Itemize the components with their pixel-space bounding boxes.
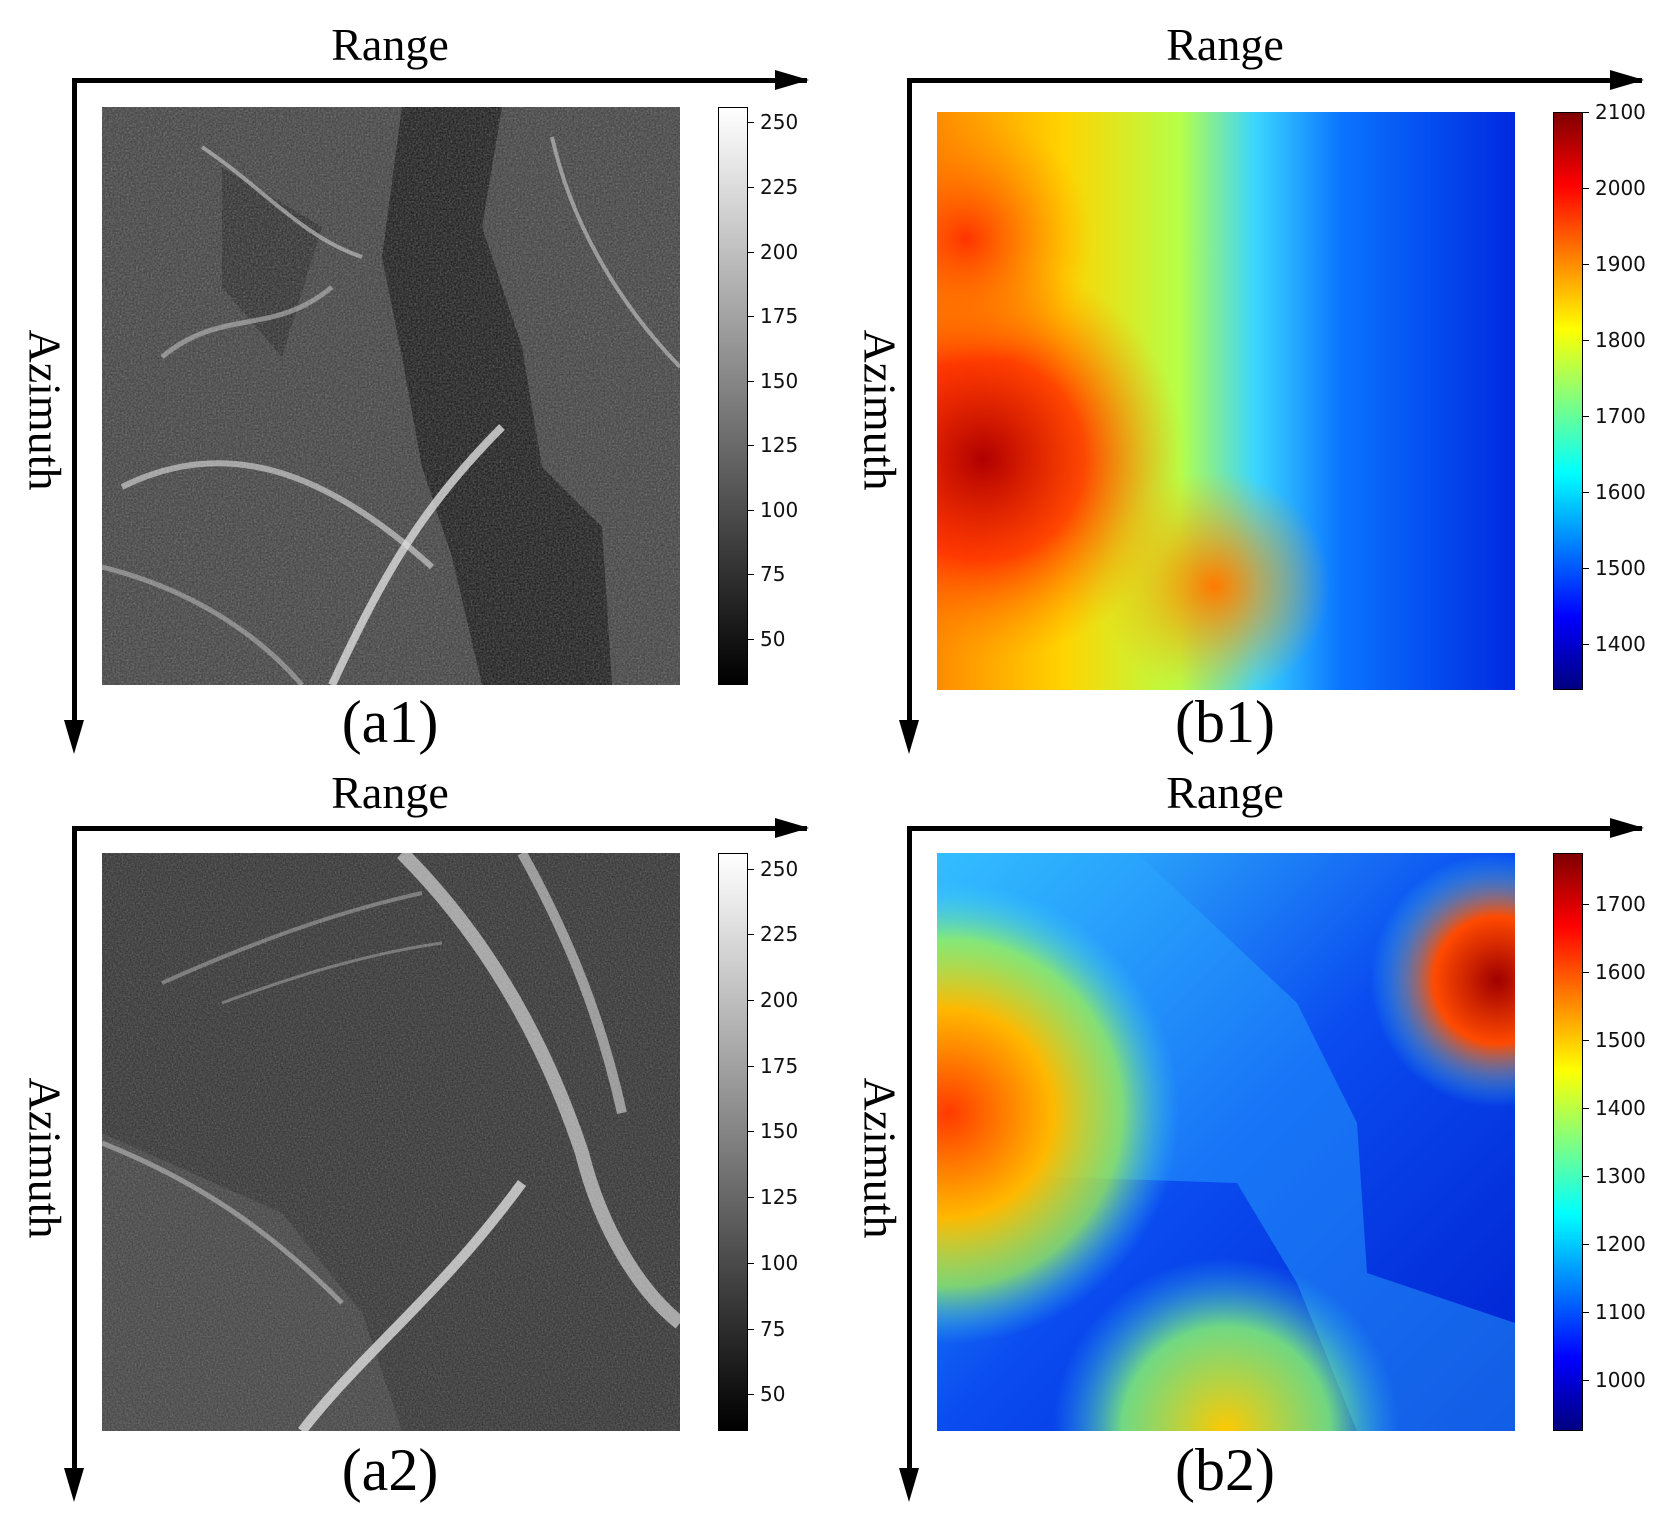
colorbar-tick-label: 1500 (1595, 1028, 1646, 1052)
colorbar-tick-label: 150 (760, 368, 799, 393)
colorbar-tick-label: 1700 (1595, 404, 1646, 429)
colorbar-tick-label: 1800 (1595, 328, 1646, 353)
range-arrow-icon (775, 818, 809, 838)
colorbar-a1 (718, 107, 748, 685)
colorbar-tick-label: 100 (760, 1250, 799, 1275)
colorbar-tick-label: 1000 (1595, 1368, 1646, 1392)
colorbar-tick-label: 175 (760, 304, 799, 328)
range-arrow-icon (1610, 70, 1644, 90)
colorbar-tick-label: 200 (760, 988, 799, 1013)
azimuth-arrow-icon (64, 720, 84, 754)
azimuth-axis-line (907, 78, 912, 728)
azimuth-axis-label: Azimuth (19, 329, 71, 491)
colorbar-tick-label: 1700 (1595, 892, 1646, 916)
sar-image-a1 (102, 107, 680, 685)
colorbar-tick-label: 225 (760, 922, 799, 947)
colorbar-ticks-b1: 2100 2000 1900 1800 1700 1600 1500 1400 (1583, 100, 1663, 690)
panel-caption: (a1) (341, 689, 439, 755)
colorbar-tick-label: 150 (760, 1119, 799, 1144)
dem-map-b1 (937, 112, 1515, 690)
colorbar-tick-label: 75 (760, 1316, 786, 1341)
colorbar-tick-label: 125 (760, 1185, 799, 1210)
colorbar-tick-label: 250 (760, 856, 799, 881)
panel-caption: (b1) (1175, 689, 1275, 755)
colorbar-ticks-a2: 250 225 200 175 150 125 100 75 50 (748, 853, 828, 1431)
colorbar-tick-label: 50 (760, 1382, 786, 1407)
colorbar-ticks-b2: 1700 1600 1500 1400 1300 1200 1100 1000 (1583, 853, 1663, 1431)
azimuth-arrow-icon (64, 1468, 84, 1502)
colorbar-b2 (1553, 853, 1583, 1431)
colorbar-tick-label: 2000 (1595, 176, 1646, 201)
range-axis-label: Range (1166, 767, 1284, 818)
range-axis-label: Range (331, 19, 449, 70)
range-axis-line (72, 826, 807, 831)
colorbar-tick-label: 50 (760, 626, 786, 651)
colorbar-tick-label: 1400 (1595, 1096, 1646, 1120)
range-arrow-icon (1610, 818, 1644, 838)
azimuth-arrow-icon (899, 1468, 919, 1502)
azimuth-axis-line (72, 78, 77, 728)
panel-a2: Range Azimuth 250 225 200 175 150 125 100 75 (0, 748, 835, 1508)
colorbar-tick-label: 75 (760, 562, 786, 587)
panel-b2: Range Azimuth (835, 748, 1670, 1508)
colorbar-tick-label: 1900 (1595, 252, 1646, 277)
panel-caption: (b2) (1175, 1437, 1275, 1503)
colorbar-tick-label: 250 (760, 110, 799, 135)
sar-image-a2 (102, 853, 680, 1431)
panel-caption: (a2) (341, 1437, 439, 1503)
azimuth-axis-label: Azimuth (854, 329, 906, 491)
colorbar-tick-label: 1400 (1595, 632, 1646, 657)
colorbar-a2 (718, 853, 748, 1431)
azimuth-axis-line (72, 826, 77, 1476)
panel-b1: Range Azimuth (835, 0, 1670, 760)
colorbar-tick-label: 200 (760, 239, 799, 264)
range-axis-line (907, 826, 1642, 831)
range-axis-line (907, 78, 1642, 83)
range-axis-line (72, 78, 807, 83)
azimuth-axis-label: Azimuth (19, 1077, 71, 1239)
dem-map-b2 (937, 853, 1515, 1431)
range-arrow-icon (775, 70, 809, 90)
azimuth-arrow-icon (899, 720, 919, 754)
colorbar-tick-label: 1600 (1595, 480, 1646, 505)
colorbar-ticks-a1: 250 225 200 175 150 125 100 75 50 (748, 107, 828, 685)
colorbar-tick-label: 1500 (1595, 556, 1646, 581)
colorbar-tick-label: 1100 (1595, 1300, 1646, 1324)
colorbar-tick-label: 125 (760, 433, 799, 458)
colorbar-tick-label: 1600 (1595, 960, 1646, 984)
colorbar-tick-label: 1300 (1595, 1164, 1646, 1188)
range-axis-label: Range (1166, 19, 1284, 70)
panel-a1: Range Azimuth 250 225 200 175 150 1 (0, 0, 835, 760)
colorbar-tick-label: 175 (760, 1053, 799, 1078)
colorbar-tick-label: 225 (760, 174, 799, 199)
range-axis-label: Range (331, 767, 449, 818)
colorbar-tick-label: 1200 (1595, 1232, 1646, 1256)
azimuth-axis-line (907, 826, 912, 1476)
azimuth-axis-label: Azimuth (854, 1077, 906, 1239)
colorbar-b1 (1553, 112, 1583, 690)
colorbar-tick-label: 100 (760, 497, 799, 522)
colorbar-tick-label: 2100 (1595, 100, 1646, 124)
